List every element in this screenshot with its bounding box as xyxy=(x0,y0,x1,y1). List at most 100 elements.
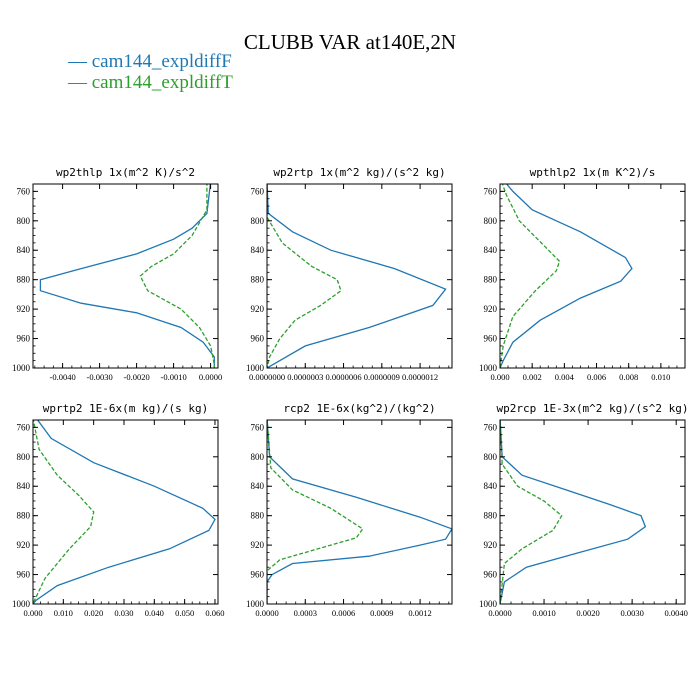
panel-title: wp2rtp 1x(m^2 kg)/(s^2 kg) xyxy=(273,166,445,179)
y-tick-label: 880 xyxy=(251,511,265,521)
series-line-expldiffF xyxy=(267,420,452,604)
x-tick-label: -0.0010 xyxy=(160,372,186,382)
y-tick-label: 1000 xyxy=(12,363,31,373)
x-tick-label: 0.010 xyxy=(651,372,670,382)
y-tick-label: 920 xyxy=(251,304,265,314)
x-tick-label: 0.0006 xyxy=(332,608,355,618)
y-tick-label: 920 xyxy=(17,304,31,314)
panel-title: wp2thlp 1x(m^2 K)/s^2 xyxy=(56,166,195,179)
y-tick-label: 920 xyxy=(17,540,31,550)
y-tick-label: 800 xyxy=(17,216,31,226)
x-tick-label: 0.0009 xyxy=(370,608,393,618)
y-tick-label: 960 xyxy=(484,334,498,344)
x-tick-label: -0.0030 xyxy=(86,372,112,382)
y-tick-label: 760 xyxy=(484,186,498,196)
x-tick-label: 0.000 xyxy=(490,372,509,382)
x-tick-label: 0.002 xyxy=(523,372,542,382)
x-tick-label: -0.0020 xyxy=(123,372,149,382)
y-tick-label: 960 xyxy=(17,334,31,344)
y-tick-label: 800 xyxy=(17,452,31,462)
plot-frame xyxy=(499,419,686,605)
y-tick-label: 800 xyxy=(484,216,498,226)
y-tick-label: 760 xyxy=(251,422,265,432)
series-line-expldiffT xyxy=(500,184,561,368)
x-tick-label: 0.0000012 xyxy=(402,372,438,382)
panel-5: rcp2 1E-6x(kg^2)/(kg^2) 760 800 840 880 920 96… xyxy=(246,402,453,618)
x-tick-label: 0.0000003 xyxy=(287,372,323,382)
x-tick-label: 0.060 xyxy=(205,608,224,618)
x-tick-label: 0.0000009 xyxy=(364,372,400,382)
plot-frame xyxy=(499,183,686,369)
panel-1: wp2thlp 1x(m^2 K)/s^2 760 800 840 880 920 960 1… xyxy=(12,166,222,382)
y-tick-label: 1000 xyxy=(246,363,265,373)
panel-4: wprtp2 1E-6x(m kg)/(s kg) 760 800 840 880 920… xyxy=(12,402,225,618)
y-tick-label: 960 xyxy=(484,570,498,580)
x-tick-label: -0.0040 xyxy=(49,372,75,382)
series-line-expldiffT xyxy=(267,184,342,368)
y-tick-label: 840 xyxy=(17,245,31,255)
y-tick-label: 880 xyxy=(484,275,498,285)
plot-frame xyxy=(32,183,219,369)
y-tick-label: 760 xyxy=(17,422,31,432)
x-tick-label: 0.0012 xyxy=(408,608,431,618)
y-tick-label: 1000 xyxy=(12,599,31,609)
y-tick-label: 920 xyxy=(484,540,498,550)
y-tick-label: 1000 xyxy=(246,599,265,609)
series-line-expldiffT xyxy=(33,420,95,604)
series-line-expldiffT xyxy=(500,420,563,604)
x-tick-label: 0.0000006 xyxy=(325,372,361,382)
series-line-expldiffF xyxy=(267,184,447,368)
y-tick-label: 1000 xyxy=(479,363,498,373)
y-tick-label: 760 xyxy=(17,186,31,196)
x-tick-label: 0.000 xyxy=(23,608,42,618)
panel-6: wp2rcp 1E-3x(m^2 kg)/(s^2 kg) 760 800 840 88… xyxy=(479,402,689,618)
y-tick-label: 840 xyxy=(17,481,31,491)
x-tick-label: 0.0030 xyxy=(620,608,643,618)
panel-title: rcp2 1E-6x(kg^2)/(kg^2) xyxy=(283,402,435,415)
plot-frame xyxy=(32,419,219,605)
x-tick-label: 0.040 xyxy=(145,608,164,618)
series-line-expldiffF xyxy=(500,420,647,604)
y-tick-label: 880 xyxy=(17,275,31,285)
panel-2: wp2rtp 1x(m^2 kg)/(s^2 kg) 760 800 840 880 92… xyxy=(246,166,453,382)
y-tick-label: 880 xyxy=(251,275,265,285)
y-tick-label: 800 xyxy=(484,452,498,462)
x-tick-label: 0.050 xyxy=(175,608,194,618)
x-tick-label: 0.0010 xyxy=(532,608,555,618)
y-tick-label: 840 xyxy=(484,245,498,255)
x-tick-label: 0.0000 xyxy=(488,608,511,618)
chart-title: CLUBB VAR at140E,2N xyxy=(243,30,457,54)
legend-entry-expldiffT: — cam144_expldiffT xyxy=(68,72,233,93)
panel-title: wprtp2 1E-6x(m kg)/(s kg) xyxy=(43,402,209,415)
x-tick-label: 0.010 xyxy=(54,608,73,618)
panel-3: wpthlp2 1x(m K^2)/s 760 800 840 880 920 960 100… xyxy=(479,166,686,382)
y-tick-label: 800 xyxy=(251,216,265,226)
y-tick-label: 840 xyxy=(251,481,265,491)
y-tick-label: 960 xyxy=(251,334,265,344)
x-tick-label: 0.008 xyxy=(619,372,638,382)
y-tick-label: 960 xyxy=(251,570,265,580)
x-tick-label: 0.0000 xyxy=(199,372,222,382)
y-tick-label: 880 xyxy=(484,511,498,521)
y-tick-label: 920 xyxy=(251,540,265,550)
panel-title: wpthlp2 1x(m K^2)/s xyxy=(530,166,656,179)
y-tick-label: 840 xyxy=(251,245,265,255)
series-line-expldiffF xyxy=(33,420,216,604)
panel-title: wp2rcp 1E-3x(m^2 kg)/(s^2 kg) xyxy=(496,402,688,415)
x-tick-label: 0.0003 xyxy=(294,608,317,618)
y-tick-label: 920 xyxy=(484,304,498,314)
x-tick-label: 0.030 xyxy=(114,608,133,618)
x-tick-label: 0.0020 xyxy=(576,608,599,618)
series-line-expldiffT xyxy=(139,184,215,368)
y-tick-label: 840 xyxy=(484,481,498,491)
y-tick-label: 1000 xyxy=(479,599,498,609)
y-tick-label: 760 xyxy=(484,422,498,432)
y-tick-label: 800 xyxy=(251,452,265,462)
y-tick-label: 880 xyxy=(17,511,31,521)
series-line-expldiffF xyxy=(500,184,633,368)
plot-frame xyxy=(266,419,453,605)
x-tick-label: 0.004 xyxy=(555,372,575,382)
series-line-expldiffF xyxy=(39,184,215,368)
x-tick-label: 0.0040 xyxy=(665,608,688,618)
x-tick-label: 0.020 xyxy=(84,608,103,618)
